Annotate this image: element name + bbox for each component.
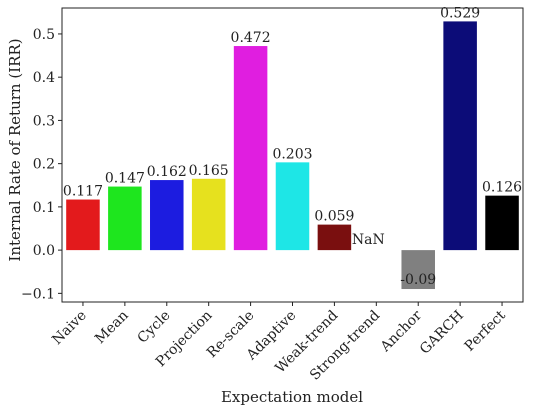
bar-anchor [401,250,435,290]
y-tick-label: 0.5 [33,27,55,43]
value-label-cycle: 0.162 [147,164,187,180]
y-tick-label: 0.0 [33,243,55,259]
value-label-anchor: -0.09 [400,272,436,288]
x-tick-label-perfect: Perfect [462,307,509,354]
bar-perfect [485,195,519,251]
y-tick-label: 0.1 [33,200,55,216]
bar-garch [443,21,477,251]
y-axis-label: Internal Rate of Return (IRR) [6,38,24,261]
x-tick-label-naive: Naive [49,308,90,349]
bar-cycle [150,180,184,251]
x-tick-label-mean: Mean [92,308,132,348]
value-label-adaptive: 0.203 [272,146,312,162]
bar-naive [66,199,100,251]
bar-adaptive [275,162,310,251]
x-axis-label: Expectation model [221,388,363,406]
value-label-weak-trend: 0.059 [314,209,354,225]
x-tick-label-garch: GARCH [417,308,467,358]
y-tick-label: −0.1 [21,286,55,302]
bar-re-scale [233,46,268,251]
value-label-strong-trend: NaN [352,232,385,248]
y-tick-label: 0.4 [33,70,55,86]
y-tick-label: 0.2 [33,157,55,173]
bar-projection [191,178,226,251]
value-label-naive: 0.117 [63,184,103,200]
bar-mean [108,186,142,251]
value-label-re-scale: 0.472 [231,30,271,46]
value-label-perfect: 0.126 [482,180,522,196]
value-label-projection: 0.165 [189,163,229,179]
bar-weak-trend [317,224,352,251]
value-label-mean: 0.147 [105,171,145,187]
value-label-garch: 0.529 [440,5,480,21]
x-tick-label-cycle: Cycle [135,308,174,347]
y-tick-label: 0.3 [33,113,55,129]
